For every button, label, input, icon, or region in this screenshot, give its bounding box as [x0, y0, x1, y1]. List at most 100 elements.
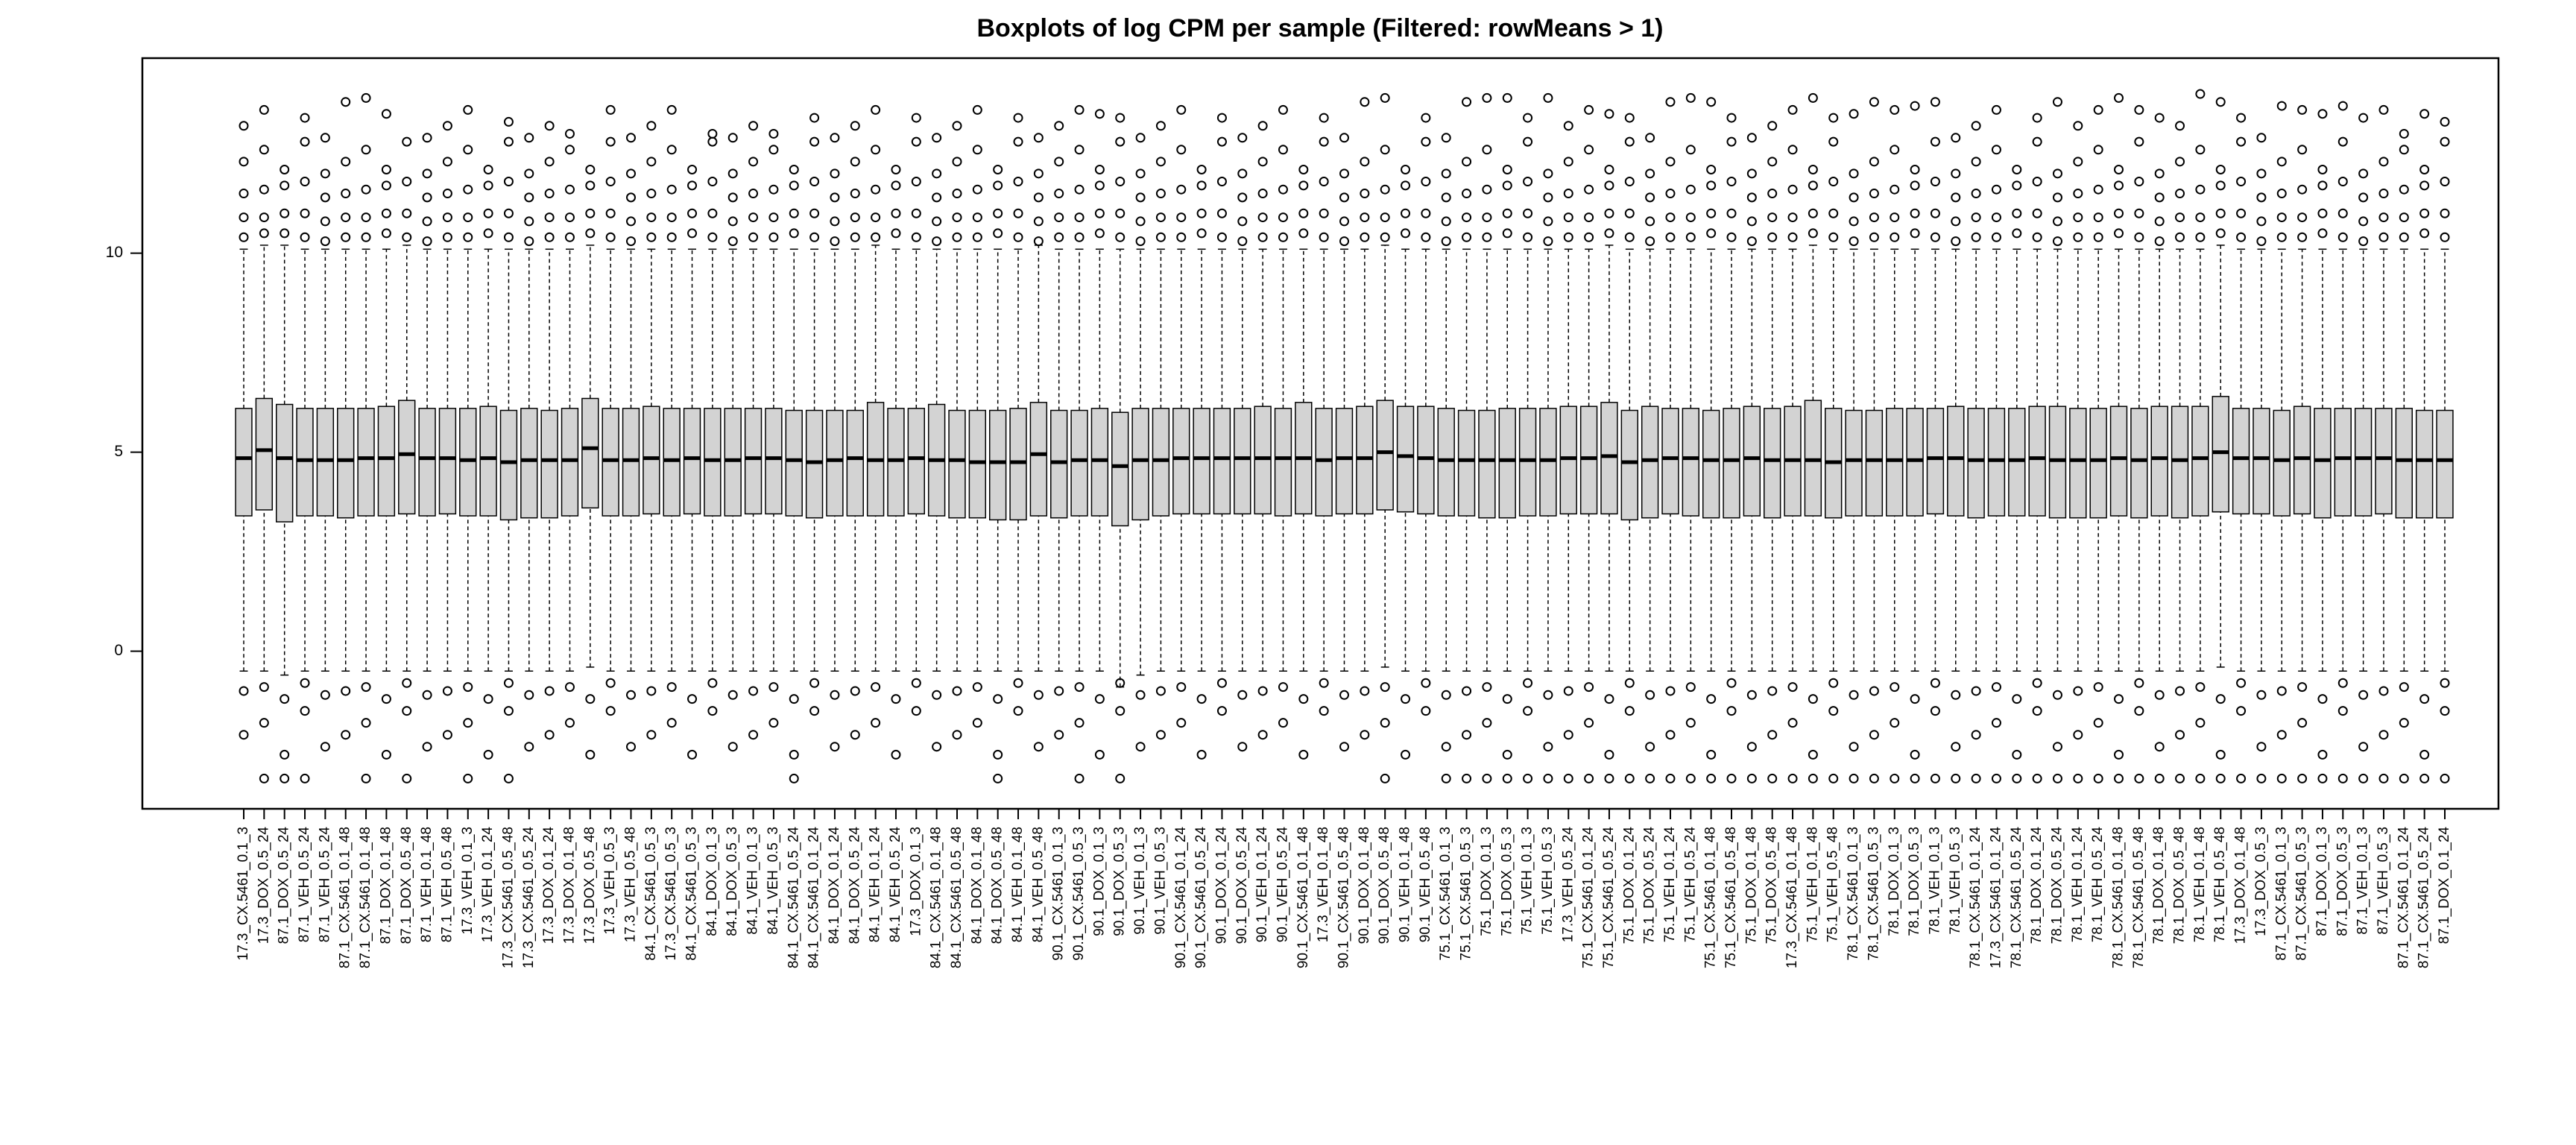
outlier [300, 113, 310, 123]
outlier [524, 690, 534, 700]
outlier [2399, 184, 2409, 195]
outlier [2114, 749, 2124, 760]
outlier [748, 212, 759, 223]
outlier [789, 749, 799, 760]
outlier [2073, 157, 2083, 167]
outlier [1013, 678, 1023, 688]
box [1193, 408, 1210, 515]
outlier [402, 773, 412, 783]
outlier [748, 232, 759, 242]
outlier [972, 232, 982, 242]
outlier [2236, 136, 2247, 147]
outlier [2154, 216, 2165, 227]
outlier [1360, 157, 1370, 167]
outlier [585, 694, 596, 704]
outlier [2032, 773, 2042, 783]
outlier [1155, 189, 1166, 199]
outlier [2114, 208, 2124, 218]
outlier [830, 742, 840, 752]
box [1886, 408, 1904, 517]
outlier [1155, 686, 1166, 696]
outlier [2195, 232, 2206, 242]
outlier [341, 686, 351, 696]
y-tick-label: 10 [106, 244, 123, 261]
outlier [2093, 184, 2103, 195]
box [1620, 409, 1638, 521]
box [581, 397, 599, 509]
outlier [1421, 177, 1431, 187]
outlier [280, 228, 290, 239]
outlier [2195, 682, 2206, 693]
x-tick-label: 84.1_DOX_0.5_48 [990, 827, 1006, 944]
outlier [1115, 678, 1126, 688]
outlier [1604, 180, 1614, 191]
outlier [2195, 718, 2206, 728]
outlier [1930, 136, 1940, 147]
outlier [1910, 101, 1920, 111]
outlier [2195, 89, 2206, 99]
outlier [2012, 228, 2022, 239]
outlier [2012, 749, 2022, 760]
outlier [1991, 212, 2001, 223]
outlier [381, 109, 391, 119]
outlier [2337, 136, 2348, 147]
outlier [1543, 216, 1553, 227]
x-tick-label: 84.1_CX.5461_0.5_24 [786, 827, 801, 969]
outlier [1462, 157, 1472, 167]
outlier [809, 113, 820, 123]
outlier [1115, 208, 1126, 218]
box [907, 408, 925, 515]
outlier [2236, 177, 2247, 187]
outlier [2032, 232, 2042, 242]
outlier [2317, 109, 2328, 119]
box [459, 408, 477, 517]
x-tick-label: 90.1_DOX_0.1_48 [1357, 827, 1372, 944]
outlier [1951, 773, 1961, 783]
outlier [2440, 232, 2450, 242]
outlier [361, 232, 371, 242]
outlier [1237, 742, 1248, 752]
outlier [1624, 232, 1635, 242]
outlier [1951, 133, 1961, 143]
outlier [503, 208, 514, 218]
box [377, 406, 396, 517]
outlier [1380, 773, 1390, 783]
outlier [1543, 236, 1553, 247]
outlier [2236, 706, 2247, 716]
outlier [1074, 773, 1085, 783]
outlier [1849, 742, 1859, 752]
outlier [809, 678, 820, 688]
outlier [1971, 730, 1981, 740]
box [785, 409, 803, 517]
outlier [1665, 97, 1676, 107]
outlier [300, 136, 310, 147]
x-tick-label: 87.1_VEH_0.5_48 [439, 827, 455, 942]
outlier [1094, 228, 1105, 239]
outlier [544, 189, 555, 199]
outlier [2093, 145, 2103, 155]
outlier [1665, 189, 1676, 199]
outlier [1380, 184, 1390, 195]
outlier [2256, 742, 2267, 752]
x-tick-label: 87.1_VEH_0.1_3 [2355, 827, 2371, 935]
x-tick-label: 78.1_DOX_0.1_24 [2029, 827, 2045, 944]
outlier [2134, 177, 2144, 187]
outlier [341, 232, 351, 242]
outlier [1808, 694, 1818, 704]
outlier [2032, 208, 2042, 218]
x-tick-label: 17.3_CX.5461_0.1_3 [236, 827, 251, 961]
outlier [2073, 730, 2083, 740]
box [2232, 408, 2250, 515]
outlier [768, 145, 779, 155]
outlier [585, 228, 596, 239]
outlier [1930, 177, 1940, 187]
box [1539, 408, 1557, 517]
outlier [1726, 177, 1737, 187]
outlier [1441, 133, 1451, 143]
outlier [1319, 136, 1329, 147]
outlier [932, 236, 942, 247]
outlier [1094, 109, 1105, 119]
outlier [2154, 773, 2165, 783]
outlier [1482, 232, 1492, 242]
outlier [1685, 232, 1696, 242]
